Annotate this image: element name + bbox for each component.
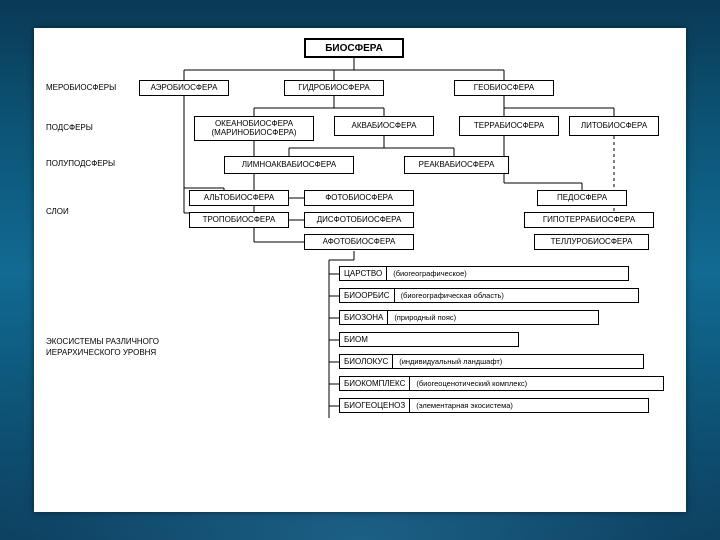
node-tropobiosfera: ТРОПОБИОСФЕРА	[189, 212, 289, 228]
eco-row-1: БИООРБИС (биогеографическая область)	[339, 288, 639, 303]
node-afotobiosfera: АФОТОБИОСФЕРА	[304, 234, 414, 250]
node-altobiosfera: АЛЬТОБИОСФЕРА	[189, 190, 289, 206]
node-root: БИОСФЕРА	[304, 38, 404, 58]
eco-row-2: БИОЗОНА (природный пояс)	[339, 310, 599, 325]
eco-term-3: БИОМ	[340, 333, 372, 346]
node-akvabiosfera: АКВАБИОСФЕРА	[334, 116, 434, 136]
eco-row-6: БИОГЕОЦЕНОЗ (элементарная экосистема)	[339, 398, 649, 413]
label-ecosys-2: ИЕРАРХИЧЕСКОГО УРОВНЯ	[46, 349, 156, 358]
eco-row-4: БИОЛОКУС (индивидуальный ландшафт)	[339, 354, 644, 369]
slide-background: БИОСФЕРА МЕРОБИОСФЕРЫ ПОДСФЕРЫ ПОЛУПОДСФ…	[0, 0, 720, 540]
node-geobiosfera: ГЕОБИОСФЕРА	[454, 80, 554, 96]
eco-desc-6: (элементарная экосистема)	[410, 401, 519, 410]
eco-desc-2: (природный пояс)	[388, 313, 462, 322]
node-fotobiosfera: ФОТОБИОСФЕРА	[304, 190, 414, 206]
node-disfotobiosfera: ДИСФОТОБИОСФЕРА	[304, 212, 414, 228]
node-terrabiosfera: ТЕРРАБИОСФЕРА	[459, 116, 559, 136]
eco-term-1: БИООРБИС	[340, 289, 395, 302]
node-okeanobiosfera: ОКЕАНОБИОСФЕРА (МАРИНОБИОСФЕРА)	[194, 116, 314, 141]
eco-desc-0: (биогеографическое)	[387, 269, 473, 278]
node-gipoterra: ГИПОТЕРРАБИОСФЕРА	[524, 212, 654, 228]
label-ecosys-1: ЭКОСИСТЕМЫ РАЗЛИЧНОГО	[46, 338, 159, 347]
eco-desc-1: (биогеографическая область)	[395, 291, 510, 300]
eco-term-2: БИОЗОНА	[340, 311, 388, 324]
node-litobiosfera: ЛИТОБИОСФЕРА	[569, 116, 659, 136]
eco-row-3: БИОМ	[339, 332, 519, 347]
eco-row-5: БИОКОМПЛЕКС (биогеоценотический комплекс…	[339, 376, 664, 391]
node-limnoakva: ЛИМНОАКВАБИОСФЕРА	[224, 156, 354, 174]
eco-term-0: ЦАРСТВО	[340, 267, 387, 280]
eco-term-6: БИОГЕОЦЕНОЗ	[340, 399, 410, 412]
node-aerobiosfera: АЭРОБИОСФЕРА	[139, 80, 229, 96]
diagram-panel: БИОСФЕРА МЕРОБИОСФЕРЫ ПОДСФЕРЫ ПОЛУПОДСФ…	[34, 28, 686, 512]
label-polupodsfery: ПОЛУПОДСФЕРЫ	[46, 160, 115, 169]
node-telluro: ТЕЛЛУРОБИОСФЕРА	[534, 234, 649, 250]
eco-desc-4: (индивидуальный ландшафт)	[393, 357, 508, 366]
node-reakva: РЕАКВАБИОСФЕРА	[404, 156, 509, 174]
eco-row-0: ЦАРСТВО (биогеографическое)	[339, 266, 629, 281]
label-merobiosfery: МЕРОБИОСФЕРЫ	[46, 84, 116, 93]
node-pedosfera: ПЕДОСФЕРА	[537, 190, 627, 206]
label-podsfery: ПОДСФЕРЫ	[46, 124, 93, 133]
okeano-line2: (МАРИНОБИОСФЕРА)	[212, 129, 297, 138]
label-sloi: СЛОИ	[46, 208, 69, 217]
node-gidrobiosfera: ГИДРОБИОСФЕРА	[284, 80, 384, 96]
eco-term-5: БИОКОМПЛЕКС	[340, 377, 410, 390]
eco-desc-5: (биогеоценотический комплекс)	[410, 379, 533, 388]
eco-term-4: БИОЛОКУС	[340, 355, 393, 368]
